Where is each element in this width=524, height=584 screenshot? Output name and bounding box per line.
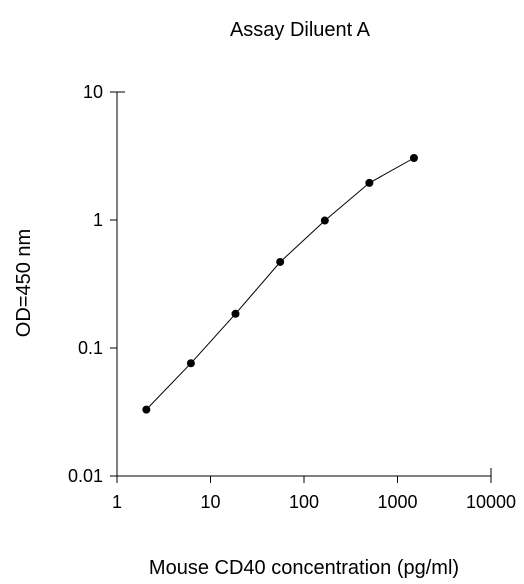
data-point (186, 359, 195, 368)
data-point (231, 309, 240, 318)
x-axis-label: Mouse CD40 concentration (pg/ml) (149, 557, 459, 579)
x-tick-label: 10000 (466, 492, 516, 512)
data-point (409, 154, 418, 163)
data-point (365, 178, 374, 187)
x-tick-label: 10 (200, 492, 220, 512)
plot-area (116, 91, 492, 477)
x-tick-label: 1 (112, 492, 122, 512)
x-axis-ticks: 1 10 100 1000 10000 (112, 476, 516, 512)
x-tick-label: 100 (289, 492, 319, 512)
y-tick-label: 0.1 (78, 338, 103, 358)
data-point (142, 405, 151, 414)
data-point (276, 257, 285, 266)
y-axis-label: OD=450 nm (13, 229, 35, 337)
series-line (145, 157, 415, 410)
y-tick-label: 1 (93, 210, 103, 230)
chart-title: Assay Diluent A (230, 19, 371, 41)
data-point (320, 216, 329, 225)
y-tick-label: 10 (83, 82, 103, 102)
y-axis-ticks: 10 1 0.1 0.01 (68, 82, 117, 486)
x-tick-label: 1000 (377, 492, 417, 512)
series-layer (142, 154, 418, 414)
y-tick-label: 0.01 (68, 466, 103, 486)
